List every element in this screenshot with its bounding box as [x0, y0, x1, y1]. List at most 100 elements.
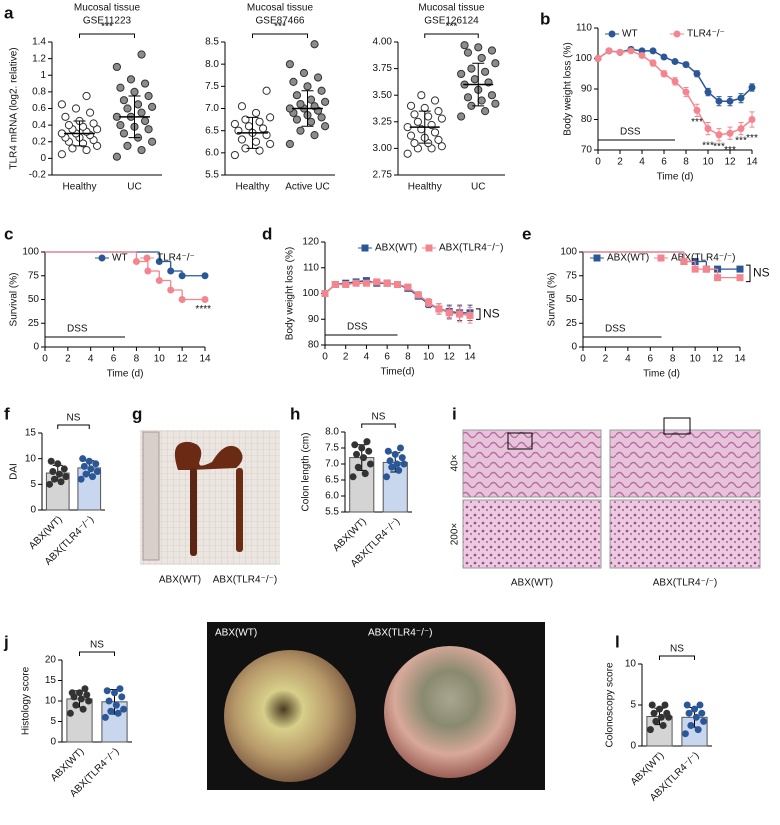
- data-point: [303, 82, 312, 91]
- significance-label: NS: [372, 412, 386, 423]
- x-tick-label: 4: [88, 354, 94, 365]
- y-tick-label: 10: [625, 659, 637, 670]
- data-point: [491, 99, 500, 108]
- x-tick-label: 10: [423, 352, 435, 363]
- histology-label: ABX(TLR4⁻/⁻): [653, 578, 717, 589]
- data-point: [123, 104, 132, 113]
- data-point: [652, 717, 660, 725]
- dss-label: DSS: [605, 324, 626, 335]
- y-tick-label: -0.2: [29, 170, 47, 181]
- x-tick-label: Healthy: [408, 182, 442, 193]
- data-point: [400, 460, 408, 468]
- significance-bracket: [746, 264, 751, 283]
- significance-label: ****: [195, 304, 211, 315]
- y-axis-label: Survival (%): [547, 273, 558, 327]
- data-point: [434, 135, 443, 144]
- data-point: [434, 107, 443, 116]
- y-tick-label: 8.0: [325, 427, 339, 438]
- data-point: [244, 122, 254, 131]
- data-point: [663, 709, 671, 717]
- y-tick-label: 7.5: [205, 81, 219, 92]
- data-point: [656, 705, 663, 713]
- data-point: [292, 91, 302, 100]
- data-point: [93, 141, 102, 151]
- x-tick-label: 8: [670, 354, 676, 365]
- y-tick-label: 110: [303, 262, 319, 273]
- data-point: [682, 88, 690, 96]
- legend-label: TLR4⁻/⁻: [687, 29, 725, 40]
- data-point: [657, 713, 665, 721]
- data-point: [306, 95, 316, 104]
- data-point: [352, 279, 360, 287]
- data-point: [80, 462, 88, 470]
- data-point: [89, 119, 98, 128]
- data-point: [61, 112, 70, 121]
- x-tick-label: Healthy: [236, 182, 270, 193]
- data-point: [430, 128, 440, 137]
- data-point: [76, 689, 83, 697]
- data-point: [359, 454, 367, 462]
- data-point: [414, 291, 422, 299]
- data-point: [480, 67, 490, 76]
- data-point: [467, 64, 476, 73]
- data-point: [685, 709, 693, 717]
- photo-label: ABX(WT): [159, 575, 201, 586]
- data-point: [55, 470, 63, 478]
- data-point: [93, 125, 102, 134]
- significance-label: NS: [90, 640, 104, 651]
- x-axis-label: Time (d): [107, 369, 144, 380]
- x-tick-label: 10: [702, 157, 714, 168]
- data-point: [737, 94, 745, 102]
- data-point: [310, 40, 319, 49]
- data-point: [111, 689, 118, 697]
- data-point: [123, 141, 132, 151]
- y-axis-label: Histology score: [21, 666, 32, 735]
- data-point: [487, 91, 497, 100]
- zoom-box: [663, 417, 691, 435]
- data-point: [112, 701, 120, 709]
- colon-wt: [190, 468, 197, 556]
- data-point: [394, 280, 401, 288]
- panel-letter: i: [452, 404, 457, 423]
- y-tick-label: 3.25: [373, 116, 393, 127]
- x-axis-label: Time (d): [657, 172, 694, 183]
- y-tick-label: 70: [581, 145, 593, 156]
- data-point: [237, 102, 247, 111]
- data-point: [726, 129, 734, 137]
- y-tick-label: 6.0: [325, 491, 339, 502]
- y-tick-label: 50: [28, 294, 40, 305]
- y-tick-label: 0.2: [32, 136, 46, 147]
- data-point: [445, 309, 453, 317]
- x-tick-label: 14: [746, 157, 758, 168]
- data-point: [704, 125, 712, 133]
- error-bar: [246, 116, 259, 149]
- x-tick-label: 2: [603, 354, 609, 365]
- y-tick-label: 6.5: [205, 125, 219, 136]
- significance-label: ***: [702, 140, 714, 151]
- y-tick-label: 15: [25, 428, 37, 439]
- y-tick-label: 100: [22, 247, 39, 258]
- y-tick-label: 7.0: [205, 103, 219, 114]
- x-tick-label: UC: [471, 182, 485, 193]
- legend-marker: [98, 254, 106, 262]
- data-point: [693, 106, 701, 114]
- data-point: [660, 70, 668, 78]
- data-point: [82, 145, 91, 155]
- y-axis-label: DAI: [9, 463, 20, 480]
- data-point: [148, 102, 157, 111]
- data-point: [363, 438, 371, 446]
- data-point: [463, 48, 473, 57]
- data-point: [383, 473, 391, 481]
- chart-title: Mucosal tissue: [418, 3, 485, 14]
- data-point: [398, 454, 406, 462]
- histology-label: ABX(WT): [511, 578, 553, 589]
- data-point: [406, 131, 416, 140]
- y-axis-label: TLR4 mRNA (log2. relative): [9, 47, 20, 169]
- chart-subtitle: GSE126124: [424, 16, 479, 27]
- error-bar: [418, 110, 431, 144]
- data-point: [79, 705, 87, 713]
- y-tick-label: 10: [45, 696, 57, 707]
- data-point: [403, 149, 412, 158]
- data-point: [366, 460, 374, 468]
- y-tick-label: 8.5: [205, 37, 219, 48]
